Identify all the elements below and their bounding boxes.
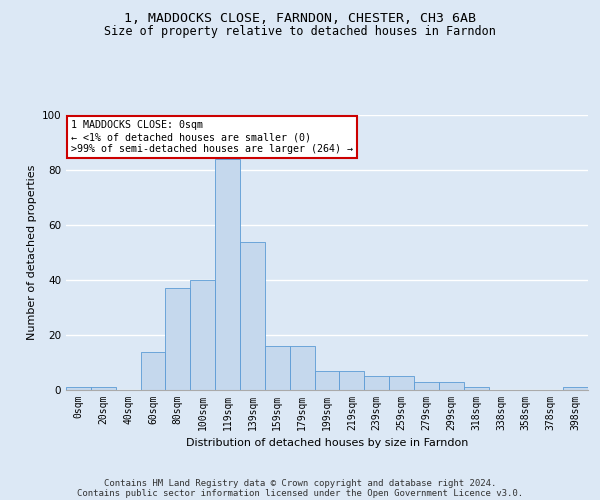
Bar: [314, 371, 340, 390]
Bar: [563, 387, 588, 390]
Text: Contains HM Land Registry data © Crown copyright and database right 2024.: Contains HM Land Registry data © Crown c…: [104, 478, 496, 488]
Text: Contains public sector information licensed under the Open Government Licence v3: Contains public sector information licen…: [77, 488, 523, 498]
Bar: [464, 387, 488, 390]
Bar: [240, 242, 265, 390]
Bar: [66, 387, 91, 390]
Bar: [190, 280, 215, 390]
Y-axis label: Number of detached properties: Number of detached properties: [28, 165, 37, 340]
Text: 1 MADDOCKS CLOSE: 0sqm
← <1% of detached houses are smaller (0)
>99% of semi-det: 1 MADDOCKS CLOSE: 0sqm ← <1% of detached…: [71, 120, 353, 154]
Text: 1, MADDOCKS CLOSE, FARNDON, CHESTER, CH3 6AB: 1, MADDOCKS CLOSE, FARNDON, CHESTER, CH3…: [124, 12, 476, 26]
Bar: [140, 352, 166, 390]
Bar: [414, 382, 439, 390]
X-axis label: Distribution of detached houses by size in Farndon: Distribution of detached houses by size …: [186, 438, 468, 448]
Bar: [290, 346, 314, 390]
Bar: [389, 376, 414, 390]
Bar: [166, 288, 190, 390]
Bar: [265, 346, 290, 390]
Text: Size of property relative to detached houses in Farndon: Size of property relative to detached ho…: [104, 25, 496, 38]
Bar: [91, 387, 116, 390]
Bar: [439, 382, 464, 390]
Bar: [215, 159, 240, 390]
Bar: [364, 376, 389, 390]
Bar: [340, 371, 364, 390]
